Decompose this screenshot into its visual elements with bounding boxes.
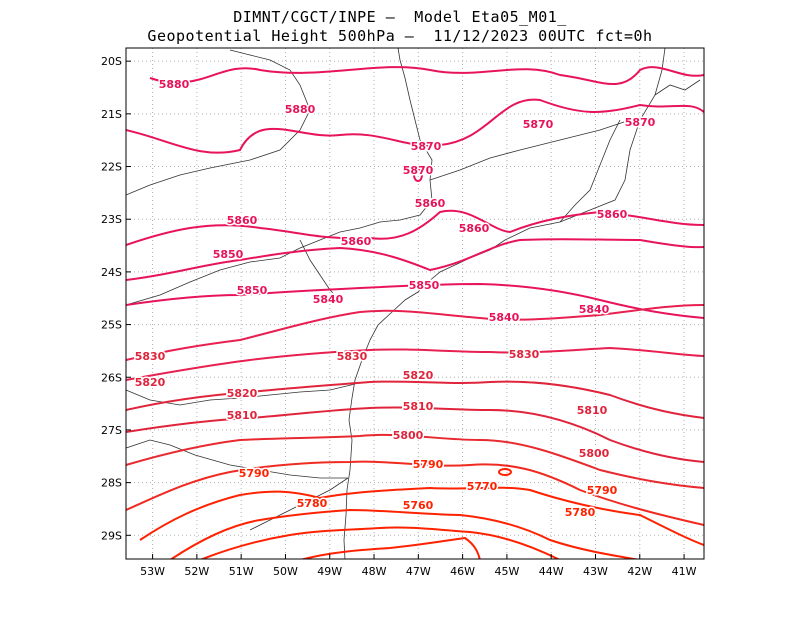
- y-tick-label: 26S: [101, 371, 122, 384]
- contour-label: 5790: [413, 458, 444, 471]
- y-tick-label: 27S: [101, 424, 122, 437]
- contour-label: 5870: [523, 118, 554, 131]
- contour-label: 5840: [579, 303, 610, 316]
- contour-label: 5860: [597, 208, 628, 221]
- contour-label: 5870: [403, 164, 434, 177]
- contour-label: 5810: [403, 400, 434, 413]
- y-tick-label: 20S: [101, 55, 122, 68]
- contour-label: 5860: [341, 235, 372, 248]
- height-contours: [126, 66, 704, 559]
- y-tick-label: 21S: [101, 108, 122, 121]
- contour-label: 5790: [587, 484, 618, 497]
- y-tick-label: 28S: [101, 477, 122, 490]
- x-tick-label: 52W: [184, 565, 209, 578]
- contour-label: 5880: [159, 78, 190, 91]
- map-title-line1: DIMNT/CGCT/INPE — Model Eta05_M01_: [233, 8, 567, 26]
- contour-label: 5830: [337, 350, 368, 363]
- latitude-axis: 20S 21S 22S 23S 24S 25S 26S 27S 28S 29S: [101, 55, 131, 542]
- x-tick-label: 44W: [539, 565, 564, 578]
- contour-label: 5860: [227, 214, 258, 227]
- contour-labels: 5880 5880 5870 5870 5870 5870 5860 5860 5860 5860…: [133, 77, 657, 521]
- contour-label: 5800: [393, 429, 424, 442]
- y-tick-label: 29S: [101, 529, 122, 542]
- contour-label: 5770: [467, 480, 498, 493]
- map-frame: [125, 47, 705, 560]
- contour-label: 5840: [489, 311, 520, 324]
- coastline: [126, 48, 701, 559]
- x-tick-label: 42W: [627, 565, 652, 578]
- contour-label: 5810: [577, 404, 608, 417]
- contour-label: 5760: [403, 499, 434, 512]
- x-tick-label: 43W: [583, 565, 608, 578]
- y-tick-label: 23S: [101, 213, 122, 226]
- contour-label: 5820: [135, 376, 166, 389]
- contour-label: 5820: [227, 387, 258, 400]
- x-tick-label: 45W: [494, 565, 519, 578]
- x-tick-label: 49W: [317, 565, 342, 578]
- contour-label: 5830: [509, 348, 540, 361]
- contour-label: 5880: [285, 103, 316, 116]
- contour-label: 5790: [239, 467, 270, 480]
- x-tick-label: 50W: [273, 565, 298, 578]
- contour-label: 5800: [579, 447, 610, 460]
- y-tick-label: 22S: [101, 161, 122, 174]
- contour-label: 5810: [227, 409, 258, 422]
- x-tick-label: 48W: [362, 565, 387, 578]
- contour-label: 5820: [403, 369, 434, 382]
- contour-label: 5840: [313, 293, 344, 306]
- x-tick-label: 51W: [229, 565, 254, 578]
- contour-label: 5870: [625, 116, 656, 129]
- contour-label: 5850: [237, 284, 268, 297]
- map-title-line2: Geopotential Height 500hPa — 11/12/2023 …: [147, 27, 653, 45]
- x-tick-label: 46W: [450, 565, 475, 578]
- y-tick-label: 25S: [101, 319, 122, 332]
- y-tick-label: 24S: [101, 266, 122, 279]
- contour-label: 5860: [415, 197, 446, 210]
- contour-label: 5850: [213, 248, 244, 261]
- x-tick-label: 41W: [672, 565, 697, 578]
- contour-label: 5780: [297, 497, 328, 510]
- x-tick-label: 53W: [140, 565, 165, 578]
- lat-lon-grid: [126, 48, 704, 559]
- contour-label: 5860: [459, 222, 490, 235]
- x-tick-label: 47W: [406, 565, 431, 578]
- contour-label: 5830: [135, 350, 166, 363]
- contour-label: 5780: [565, 506, 596, 519]
- longitude-axis: 53W 52W 51W 50W 49W 48W 47W 46W 45W 44W 43W 42W 41W: [140, 554, 697, 578]
- contour-label: 5850: [409, 279, 440, 292]
- contour-label: 5870: [411, 140, 442, 153]
